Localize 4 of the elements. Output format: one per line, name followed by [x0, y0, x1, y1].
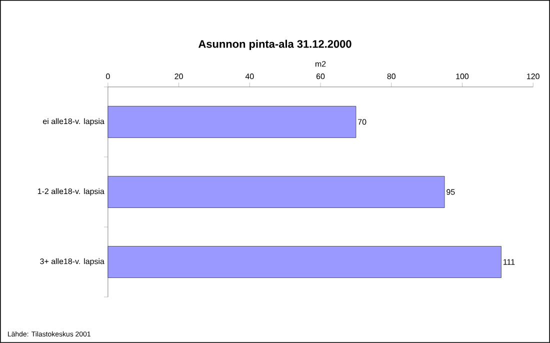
chart-title: Asunnon pinta-ala 31.12.2000 — [198, 40, 352, 50]
bar — [108, 106, 356, 138]
bar — [108, 246, 502, 278]
bar — [108, 176, 445, 208]
